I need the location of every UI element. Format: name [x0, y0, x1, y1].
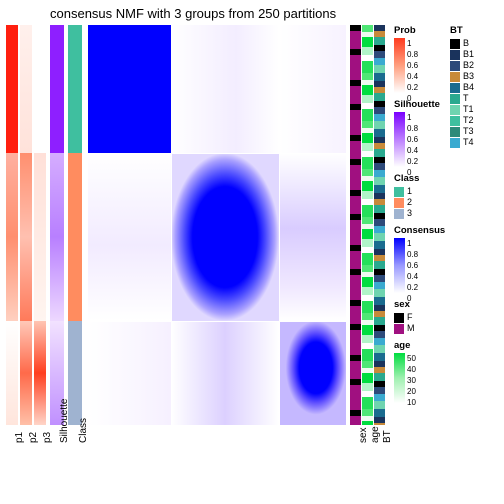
sil-l3: 0.4	[407, 145, 418, 156]
legend-class-title: Class	[394, 173, 446, 184]
bt-B4: B4	[450, 82, 500, 93]
label-age: age	[370, 426, 381, 443]
track-age	[362, 25, 373, 425]
label-p3: p3	[42, 432, 53, 443]
track-sex	[350, 25, 361, 425]
cons-l2: 0.6	[407, 260, 418, 271]
bt-T1: T1	[450, 104, 500, 115]
legend-sil-title: Silhouette	[394, 99, 446, 110]
legend-col-1: Prob 1 0.8 0.6 0.4 0.2 0 Silhouette 1 0.…	[394, 25, 446, 405]
legend-cons-bar: 1 0.8 0.6 0.4 0.2 0	[394, 238, 405, 293]
track-class	[68, 25, 82, 425]
sil-l0: 1	[407, 112, 418, 123]
label-p1: p1	[14, 432, 25, 443]
cons-l3: 0.4	[407, 271, 418, 282]
age-l4: 10	[407, 397, 416, 408]
track-p1	[6, 25, 18, 425]
legend-sex-title: sex	[394, 299, 446, 310]
bt-T2: T2	[450, 115, 500, 126]
track-p3	[34, 25, 46, 425]
age-l0: 50	[407, 353, 416, 364]
bt-B: B	[450, 38, 500, 49]
page-title: consensus NMF with 3 groups from 250 par…	[50, 6, 336, 21]
sil-l1: 0.8	[407, 123, 418, 134]
cons-l5: 0	[407, 293, 418, 304]
label-sex: sex	[358, 427, 369, 443]
track-bt	[374, 25, 385, 425]
label-p2: p2	[28, 432, 39, 443]
bt-T4: T4	[450, 137, 500, 148]
bt-B3: B3	[450, 71, 500, 82]
sil-l4: 0.2	[407, 156, 418, 167]
prob-l4: 0.2	[407, 82, 418, 93]
label-bt: BT	[382, 430, 393, 443]
age-l2: 30	[407, 375, 416, 386]
class-3: 3	[394, 208, 446, 219]
prob-l5: 0	[407, 93, 418, 104]
legend-col-2: BT B B1 B2 B3 B4 T T1 T2 T3 T4	[450, 25, 500, 148]
sil-l2: 0.6	[407, 134, 418, 145]
track-p2	[20, 25, 32, 425]
cons-l4: 0.2	[407, 282, 418, 293]
class-1: 1	[394, 186, 446, 197]
prob-l0: 1	[407, 38, 418, 49]
sil-l5: 0	[407, 167, 418, 178]
bt-T3: T3	[450, 126, 500, 137]
sex-f: F	[394, 312, 446, 323]
bt-B2: B2	[450, 60, 500, 71]
consensus-heatmap	[88, 25, 346, 425]
legend-age-bar: 50 40 30 20 10	[394, 353, 405, 403]
label-silhouette: Silhouette	[59, 399, 70, 443]
age-l1: 40	[407, 364, 416, 375]
legend-bt-title: BT	[450, 25, 500, 36]
bt-T: T	[450, 93, 500, 104]
track-silhouette	[50, 25, 64, 425]
prob-l3: 0.4	[407, 71, 418, 82]
cons-l0: 1	[407, 238, 418, 249]
cons-l1: 0.8	[407, 249, 418, 260]
legend-sil-bar: 1 0.8 0.6 0.4 0.2 0	[394, 112, 405, 167]
class-2: 2	[394, 197, 446, 208]
prob-l2: 0.6	[407, 60, 418, 71]
legend-prob-title: Prob	[394, 25, 446, 36]
legend-prob-bar: 1 0.8 0.6 0.4 0.2 0	[394, 38, 405, 93]
prob-l1: 0.8	[407, 49, 418, 60]
bt-B1: B1	[450, 49, 500, 60]
age-l3: 20	[407, 386, 416, 397]
label-class: Class	[78, 418, 89, 443]
sex-m: M	[394, 323, 446, 334]
legend-cons-title: Consensus	[394, 225, 446, 236]
legend-age-title: age	[394, 340, 446, 351]
